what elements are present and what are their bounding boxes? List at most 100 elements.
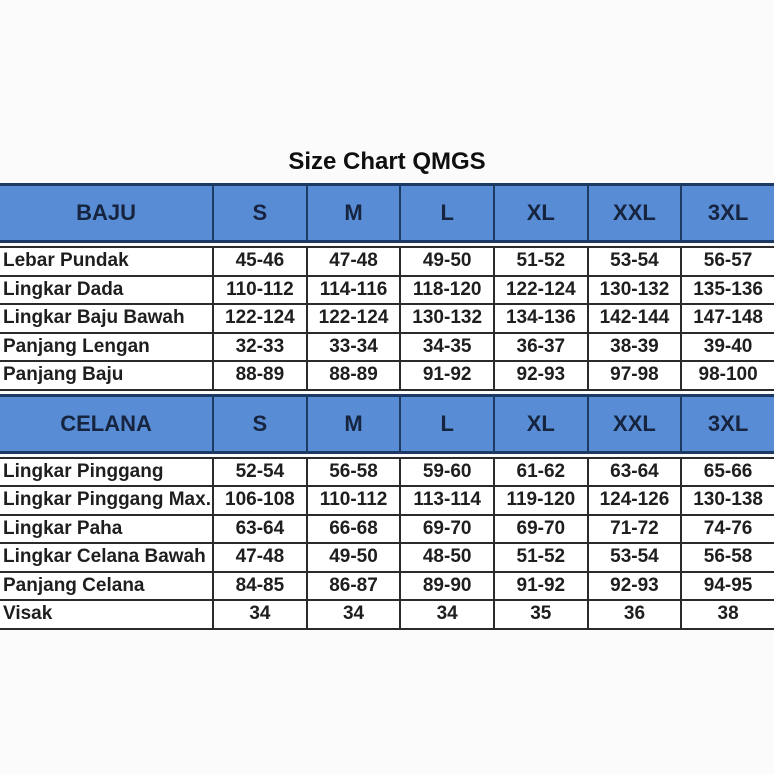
size-value-cell: 134-136 xyxy=(492,305,587,332)
table-row: Lingkar Pinggang Max. 106-108 110-112 113-1… xyxy=(0,485,774,514)
table-row: Lebar Pundak 45-46 47-48 49-50 51-52 53-54 56-… xyxy=(0,248,774,275)
size-value-cell: 98-100 xyxy=(680,362,774,389)
baju-data-table: Lebar Pundak 45-46 47-48 49-50 51-52 53-54 56-… xyxy=(0,246,774,391)
row-label: Lingkar Pinggang Max. xyxy=(0,487,213,514)
size-column-header: 3XL xyxy=(680,186,774,240)
size-value-cell: 71-72 xyxy=(586,515,681,542)
size-value-cell: 34 xyxy=(212,601,306,628)
size-value-cell: 142-144 xyxy=(586,305,681,332)
size-column-header: L xyxy=(399,186,493,240)
size-value-cell: 63-64 xyxy=(586,458,681,485)
size-value-cell: 69-70 xyxy=(492,515,587,542)
row-label: Lingkar Pinggang xyxy=(0,458,213,485)
size-column-header: XL xyxy=(492,396,587,451)
size-value-cell: 35 xyxy=(492,601,587,628)
size-value-cell: 124-126 xyxy=(586,487,681,514)
size-value-cell: 97-98 xyxy=(586,362,681,389)
baju-section-header-row: BAJU S M L XL XXL 3XL xyxy=(0,183,774,243)
size-column-header: M xyxy=(305,396,400,451)
size-value-cell: 56-57 xyxy=(680,248,774,275)
size-value-cell: 49-50 xyxy=(399,248,493,275)
size-value-cell: 91-92 xyxy=(399,362,493,389)
size-value-cell: 69-70 xyxy=(399,515,493,542)
size-value-cell: 65-66 xyxy=(680,458,774,485)
size-value-cell: 34-35 xyxy=(399,333,493,360)
size-value-cell: 92-93 xyxy=(492,362,587,389)
row-label: Lingkar Dada xyxy=(0,276,213,303)
size-value-cell: 52-54 xyxy=(212,458,306,485)
size-value-cell: 36-37 xyxy=(492,333,587,360)
section-name-cell: CELANA xyxy=(60,410,152,436)
table-row: Lingkar Baju Bawah 122-124 122-124 130-132 1… xyxy=(0,303,774,332)
row-label: Panjang Celana xyxy=(0,572,213,599)
size-value-cell: 130-138 xyxy=(680,487,774,514)
size-column-header: M xyxy=(305,186,400,240)
row-label: Lebar Pundak xyxy=(0,248,213,275)
size-column-header: S xyxy=(212,396,306,451)
size-value-cell: 84-85 xyxy=(212,572,306,599)
size-value-cell: 106-108 xyxy=(212,487,306,514)
table-row: Lingkar Celana Bawah 47-48 49-50 48-50 51-52… xyxy=(0,542,774,571)
size-value-cell: 89-90 xyxy=(399,572,493,599)
size-value-cell: 39-40 xyxy=(680,333,774,360)
size-value-cell: 118-120 xyxy=(399,276,493,303)
size-value-cell: 94-95 xyxy=(680,572,774,599)
size-value-cell: 51-52 xyxy=(492,544,587,571)
row-label: Panjang Baju xyxy=(0,362,213,389)
size-value-cell: 34 xyxy=(305,601,400,628)
row-label: Lingkar Baju Bawah xyxy=(0,305,213,332)
size-value-cell: 38 xyxy=(680,601,774,628)
size-value-cell: 56-58 xyxy=(680,544,774,571)
row-label: Panjang Lengan xyxy=(0,333,213,360)
size-value-cell: 59-60 xyxy=(399,458,493,485)
size-value-cell: 122-124 xyxy=(212,305,306,332)
size-value-cell: 38-39 xyxy=(586,333,681,360)
size-value-cell: 47-48 xyxy=(305,248,400,275)
row-label: Lingkar Celana Bawah xyxy=(0,544,213,571)
size-column-header: 3XL xyxy=(680,396,774,451)
size-value-cell: 122-124 xyxy=(492,276,587,303)
size-value-cell: 53-54 xyxy=(586,248,681,275)
size-value-cell: 147-148 xyxy=(680,305,774,332)
size-value-cell: 130-132 xyxy=(399,305,493,332)
size-value-cell: 48-50 xyxy=(399,544,493,571)
table-row: Panjang Celana 84-85 86-87 89-90 91-92 92-93 9… xyxy=(0,570,774,599)
size-value-cell: 63-64 xyxy=(212,515,306,542)
size-value-cell: 34 xyxy=(399,601,493,628)
size-column-header: XXL xyxy=(586,396,681,451)
row-label: Lingkar Paha xyxy=(0,515,213,542)
celana-data-table: Lingkar Pinggang 52-54 56-58 59-60 61-62 63-6… xyxy=(0,456,774,630)
size-column-header: XXL xyxy=(586,186,681,240)
size-value-cell: 122-124 xyxy=(305,305,400,332)
size-value-cell: 113-114 xyxy=(399,487,493,514)
size-value-cell: 56-58 xyxy=(305,458,400,485)
size-column-header: S xyxy=(212,186,306,240)
size-value-cell: 51-52 xyxy=(492,248,587,275)
size-chart-table: BAJU S M L XL XXL 3XL Lebar Pundak 45-46 47-48 49-… xyxy=(0,183,774,633)
size-value-cell: 47-48 xyxy=(212,544,306,571)
table-row: Lingkar Dada 110-112 114-116 118-120 122-124… xyxy=(0,274,774,303)
size-value-cell: 33-34 xyxy=(305,333,400,360)
size-value-cell: 66-68 xyxy=(305,515,400,542)
table-row: Panjang Baju 88-89 88-89 91-92 92-93 97-98 98-… xyxy=(0,360,774,389)
size-value-cell: 32-33 xyxy=(212,333,306,360)
size-value-cell: 130-132 xyxy=(586,276,681,303)
size-value-cell: 74-76 xyxy=(680,515,774,542)
size-value-cell: 36 xyxy=(586,601,681,628)
size-value-cell: 92-93 xyxy=(586,572,681,599)
size-value-cell: 49-50 xyxy=(305,544,400,571)
size-value-cell: 119-120 xyxy=(492,487,587,514)
size-value-cell: 91-92 xyxy=(492,572,587,599)
size-value-cell: 88-89 xyxy=(305,362,400,389)
table-row: Visak 34 34 34 35 36 38 xyxy=(0,599,774,628)
row-label: Visak xyxy=(0,601,213,628)
size-value-cell: 53-54 xyxy=(586,544,681,571)
celana-section-header-row: CELANA S M L XL XXL 3XL xyxy=(0,393,774,454)
table-row: Lingkar Paha 63-64 66-68 69-70 69-70 71-72 74-… xyxy=(0,513,774,542)
page-title: Size Chart QMGS xyxy=(288,148,486,175)
size-value-cell: 110-112 xyxy=(305,487,400,514)
table-row: Panjang Lengan 32-33 33-34 34-35 36-37 38-39 3… xyxy=(0,331,774,360)
size-column-header: L xyxy=(399,396,493,451)
size-value-cell: 135-136 xyxy=(680,276,774,303)
